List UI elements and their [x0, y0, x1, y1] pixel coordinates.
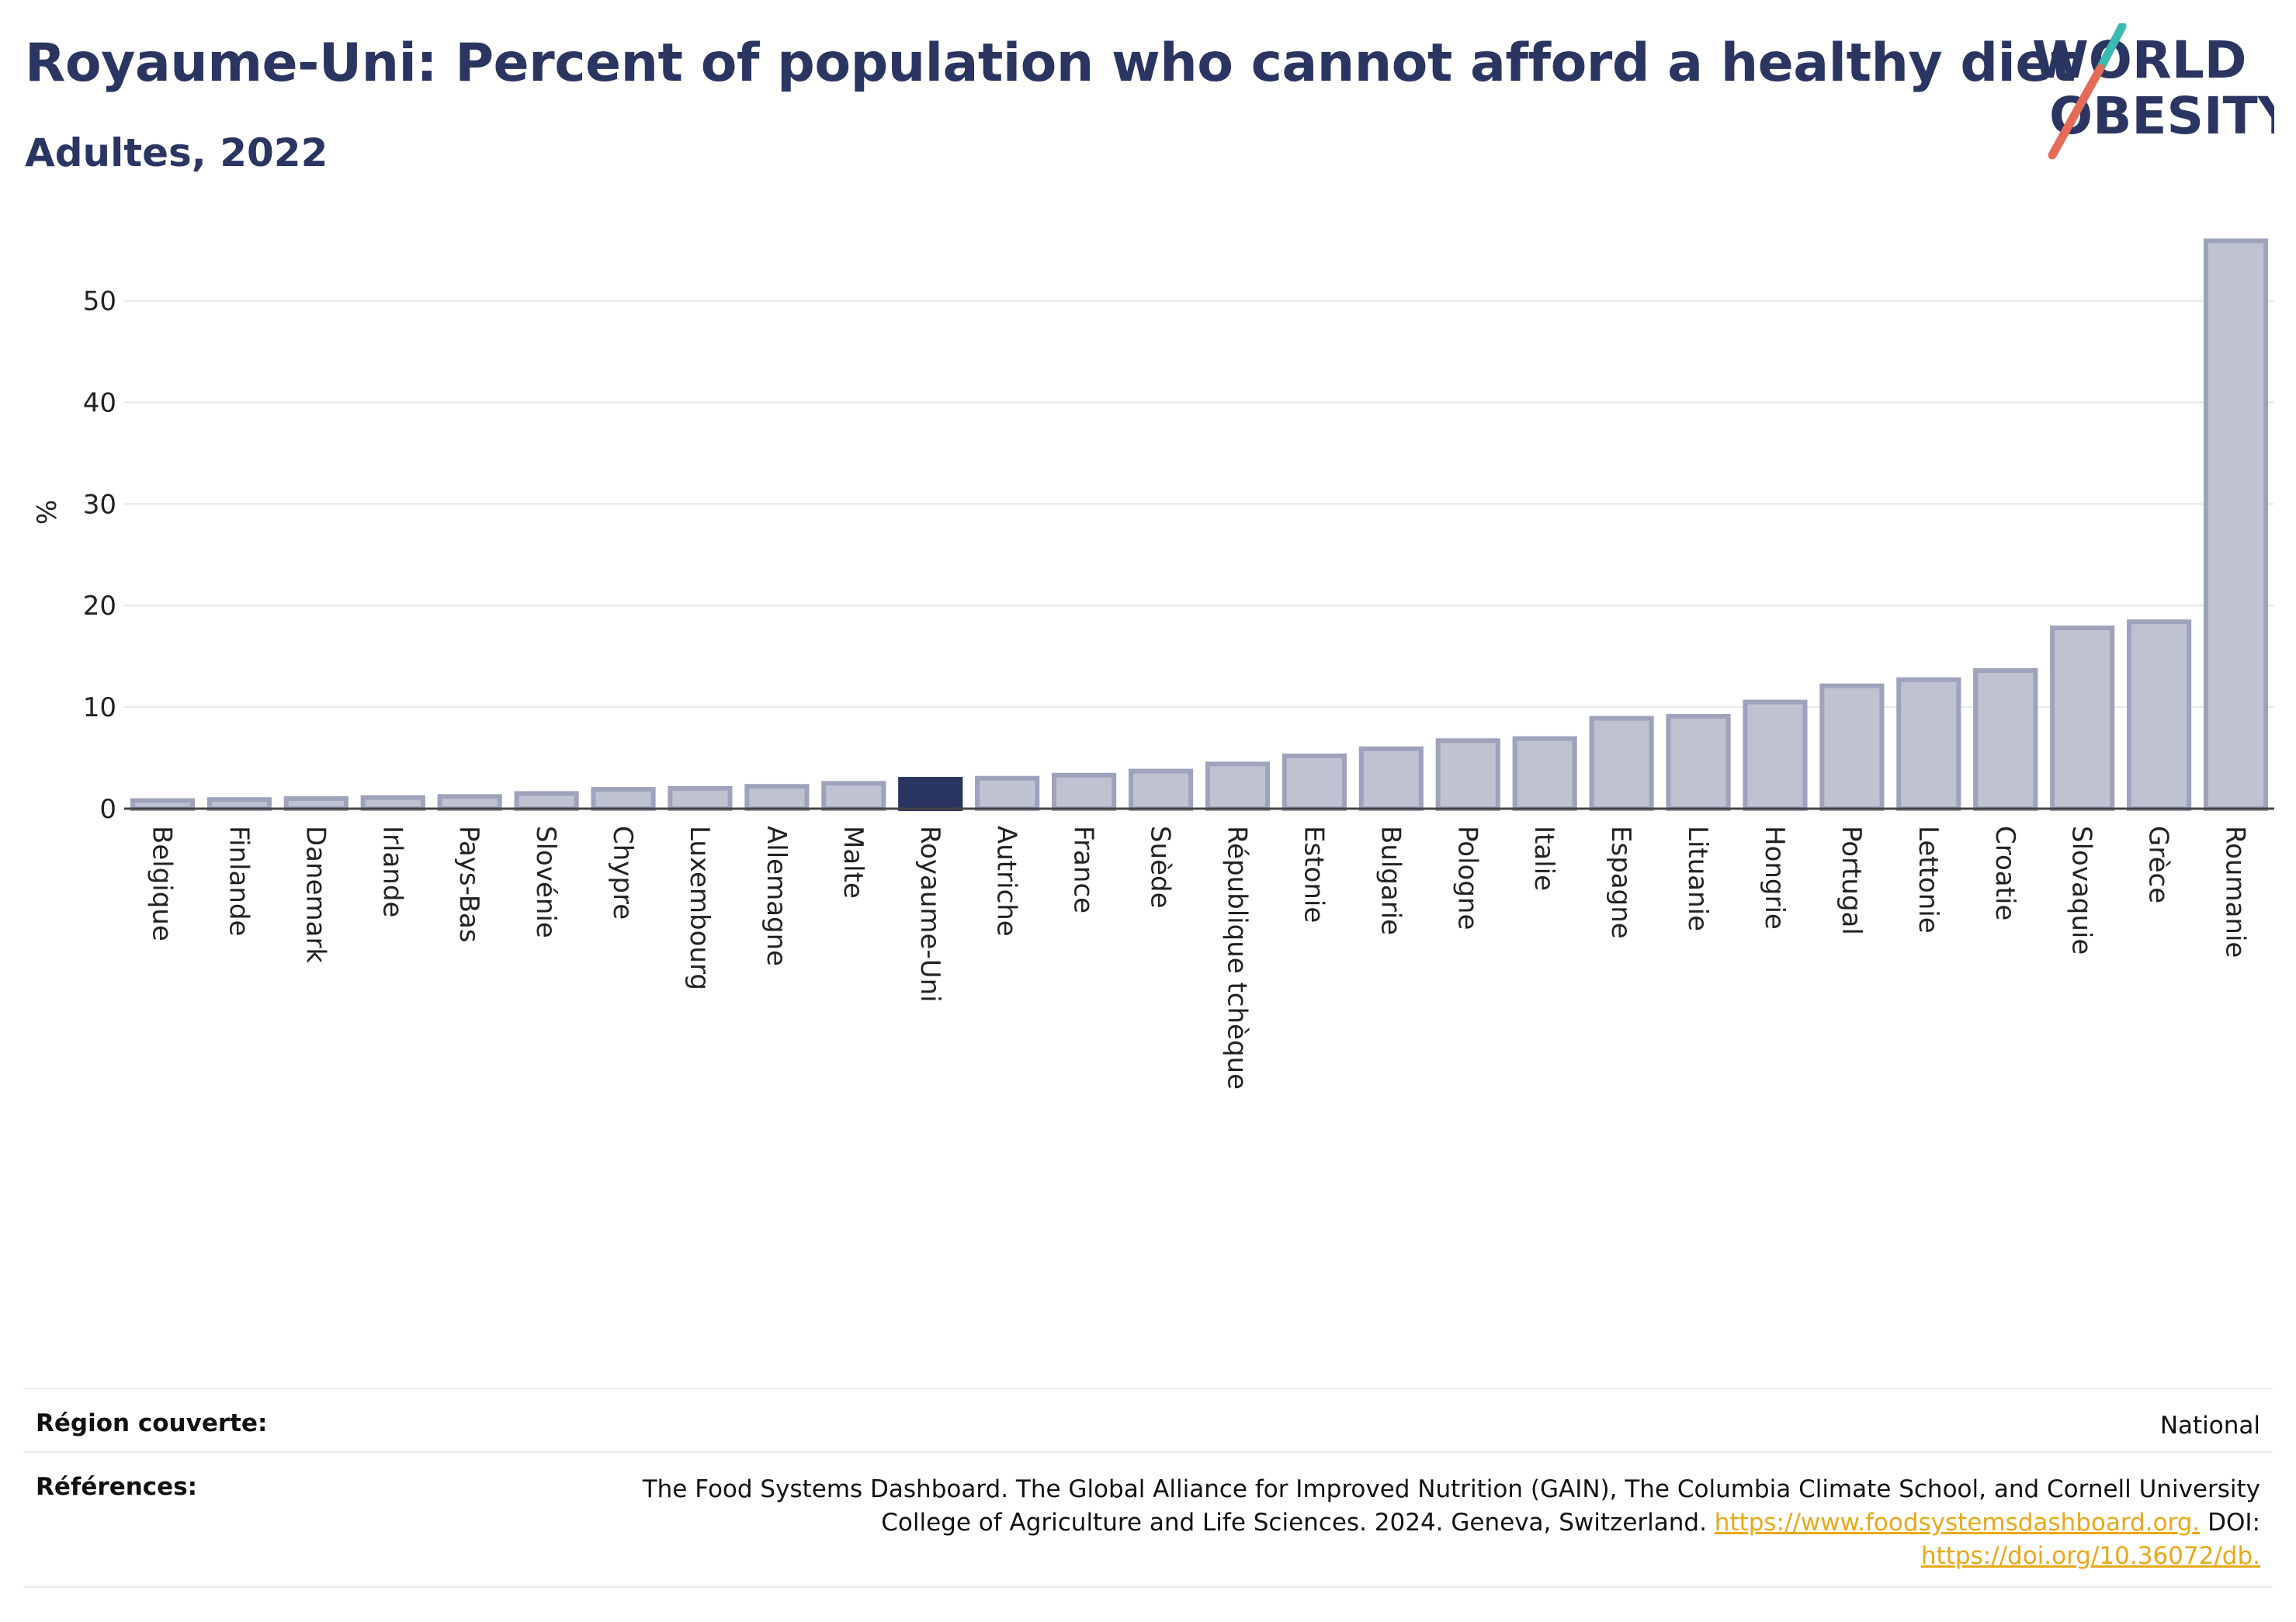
bar-13[interactable]: [1128, 768, 1194, 811]
bar-chart: 0 10 20 30 40 50 % Belgique Finlande Danemark Ir…: [32, 238, 2274, 1090]
y-axis-label: %: [32, 500, 63, 525]
y-axis-ticks: 0 10 20 30 40 50: [83, 286, 116, 825]
references-row: Références: The Food Systems Dashboard. …: [23, 1451, 2273, 1588]
bar-4[interactable]: [437, 794, 502, 811]
x-tick-label: Slovénie: [530, 826, 561, 938]
x-tick-label: Hongrie: [1759, 826, 1790, 930]
logo-slash-coral: [2048, 64, 2105, 160]
bar-5[interactable]: [514, 791, 579, 811]
x-tick-label: Italie: [1528, 826, 1559, 891]
x-tick-label: Espagne: [1605, 826, 1636, 939]
bar-18[interactable]: [1512, 736, 1577, 812]
x-tick-label: Finlande: [223, 826, 254, 936]
bar-17[interactable]: [1435, 738, 1500, 811]
x-tick-label: Portugal: [1836, 826, 1867, 935]
bar-19[interactable]: [1589, 716, 1654, 811]
bar-10[interactable]: [898, 777, 963, 811]
doi-label: DOI:: [2208, 1509, 2260, 1537]
x-tick-label: Irlande: [376, 826, 408, 917]
dashboard-link[interactable]: https://www.foodsystemsdashboard.org.: [1714, 1509, 2201, 1537]
bar-2[interactable]: [283, 795, 349, 811]
y-tick-label: 40: [83, 387, 116, 418]
bar-8[interactable]: [744, 784, 810, 812]
x-tick-label: Suède: [1145, 826, 1176, 909]
chart-title: Royaume-Uni: Percent of population who c…: [25, 33, 2076, 94]
world-obesity-logo: WORLD OBESITY: [2032, 23, 2274, 160]
bar-25[interactable]: [2050, 626, 2115, 811]
doi-link[interactable]: https://doi.org/10.36072/db.: [1920, 1542, 2260, 1570]
y-tick-label: 20: [83, 591, 116, 622]
x-tick-label: Roumanie: [2220, 826, 2251, 958]
chart-subtitle: Adultes, 2022: [25, 130, 328, 175]
bar-26[interactable]: [2127, 619, 2192, 812]
x-tick-label: Pologne: [1451, 826, 1483, 930]
references-label: Références:: [36, 1473, 198, 1501]
x-tick-label: Grèce: [2143, 826, 2174, 903]
logo-word-world: WORLD: [2032, 30, 2247, 90]
bar-11[interactable]: [975, 775, 1040, 811]
bar-3[interactable]: [360, 795, 425, 812]
metadata-table: Région couverte: National Références: Th…: [23, 1388, 2273, 1588]
region-row: Région couverte: National: [23, 1388, 2273, 1451]
bar-7[interactable]: [668, 785, 733, 812]
references-value: The Food Systems Dashboard. The Global A…: [591, 1473, 2260, 1573]
x-tick-label: Lituanie: [1682, 826, 1713, 931]
x-tick-label: République tchèque: [1221, 826, 1252, 1090]
x-tick-label: Pays-Bas: [453, 826, 484, 943]
logo-slash-teal: [2096, 23, 2127, 73]
x-tick-label: Chypre: [607, 826, 638, 920]
bars: [130, 238, 2269, 812]
bar-15[interactable]: [1282, 753, 1347, 811]
references-text: The Food Systems Dashboard. The Global A…: [642, 1475, 2260, 1537]
bar-24[interactable]: [1973, 668, 2038, 811]
bar-9[interactable]: [821, 781, 886, 811]
y-tick-label: 10: [83, 692, 116, 723]
bar-1[interactable]: [206, 797, 272, 812]
x-tick-label: Royaume-Uni: [914, 826, 945, 1003]
y-tick-label: 30: [83, 489, 116, 520]
bar-21[interactable]: [1743, 699, 1808, 811]
bar-27[interactable]: [2203, 238, 2269, 811]
region-label: Région couverte:: [36, 1409, 268, 1437]
y-tick-label: 0: [99, 794, 116, 825]
x-tick-label: Croatie: [1989, 826, 2020, 920]
grid-lines: [124, 300, 2274, 709]
x-tick-label: Malte: [838, 826, 869, 899]
bar-0[interactable]: [130, 798, 196, 811]
bar-6[interactable]: [591, 787, 656, 812]
x-tick-label: Autriche: [991, 826, 1022, 937]
bar-12[interactable]: [1052, 772, 1117, 812]
x-tick-label: Lettonie: [1913, 826, 1944, 934]
x-tick-label: Bulgarie: [1375, 826, 1406, 935]
x-tick-label: Allemagne: [761, 826, 792, 966]
bar-23[interactable]: [1896, 677, 1961, 811]
y-tick-label: 50: [83, 286, 116, 317]
bar-16[interactable]: [1358, 746, 1424, 812]
bar-14[interactable]: [1205, 761, 1271, 812]
x-tick-label: France: [1068, 826, 1099, 913]
x-axis-tick-labels: Belgique Finlande Danemark Irlande Pays-Bas S…: [146, 826, 2250, 1090]
bar-20[interactable]: [1666, 713, 1731, 811]
x-tick-label: Estonie: [1298, 826, 1329, 923]
x-tick-label: Danemark: [300, 826, 331, 963]
x-tick-label: Belgique: [146, 826, 177, 941]
x-tick-label: Luxembourg: [684, 826, 715, 990]
x-tick-label: Slovaquie: [2066, 826, 2097, 955]
region-value: National: [2159, 1412, 2260, 1440]
bar-22[interactable]: [1819, 683, 1885, 812]
